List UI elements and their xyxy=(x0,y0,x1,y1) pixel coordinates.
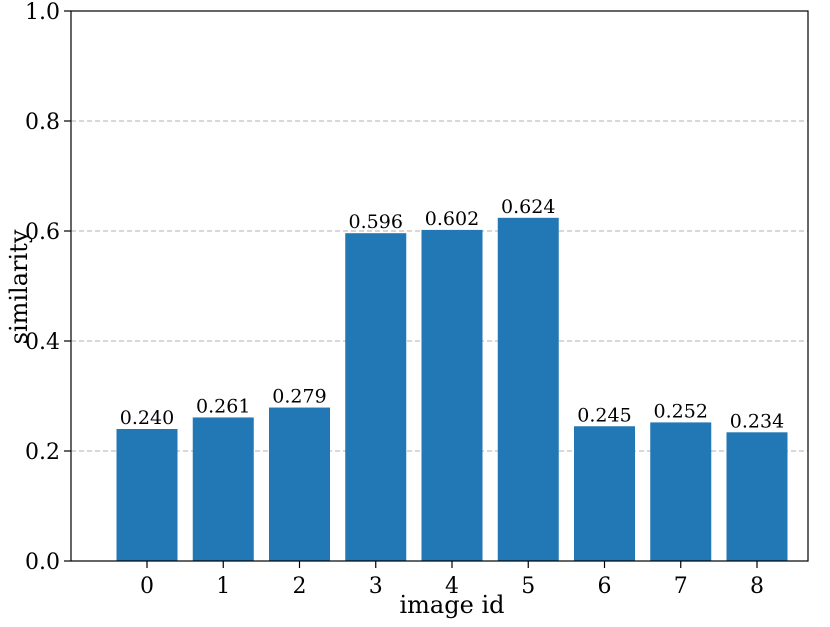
y-axis-ticks: 0.0 0.2 0.4 0.6 0.8 1.0 xyxy=(25,0,71,575)
y-tick-label: 0.0 xyxy=(25,550,60,575)
bar xyxy=(574,426,635,561)
x-tick-label: 5 xyxy=(521,574,535,599)
x-tick-label: 3 xyxy=(369,574,383,599)
bar xyxy=(650,422,712,561)
data-label: 0.596 xyxy=(349,211,403,233)
data-label: 0.279 xyxy=(272,386,326,408)
axes-frame xyxy=(70,10,809,562)
bar xyxy=(421,229,483,561)
x-tick-label: 8 xyxy=(750,574,764,599)
data-label: 0.234 xyxy=(730,410,784,432)
x-tick-label: 6 xyxy=(598,574,612,599)
bar xyxy=(116,429,178,561)
y-tick-label: 0.6 xyxy=(25,220,60,245)
data-label: 0.602 xyxy=(425,208,479,230)
bar xyxy=(345,233,407,561)
data-label: 0.245 xyxy=(577,404,631,426)
data-label: 0.624 xyxy=(501,196,555,218)
bar xyxy=(497,217,559,562)
x-tick-label: 7 xyxy=(674,574,688,599)
bar xyxy=(192,417,254,561)
data-label: 0.252 xyxy=(654,400,708,422)
y-tick-label: 0.2 xyxy=(25,440,60,465)
data-label: 0.261 xyxy=(196,395,250,417)
x-tick-label: 1 xyxy=(216,574,230,599)
plot-frame xyxy=(70,10,809,562)
y-tick-label: 0.8 xyxy=(25,110,60,135)
x-axis-ticks: 0 1 2 3 4 5 6 7 8 xyxy=(140,561,764,599)
bars xyxy=(116,217,788,562)
y-axis-label: similarity xyxy=(5,229,33,344)
x-axis-label: image id xyxy=(400,591,505,619)
x-tick-label: 4 xyxy=(445,574,459,599)
x-tick-label: 0 xyxy=(140,574,154,599)
data-label: 0.240 xyxy=(120,407,174,429)
bar xyxy=(269,407,330,561)
x-tick-label: 2 xyxy=(293,574,307,599)
bar xyxy=(726,432,788,561)
y-tick-label: 1.0 xyxy=(25,0,60,25)
data-labels: 0.240 0.261 0.279 0.596 0.602 0.624 0.245 0.252… xyxy=(120,196,784,432)
y-tick-label: 0.4 xyxy=(25,330,60,355)
